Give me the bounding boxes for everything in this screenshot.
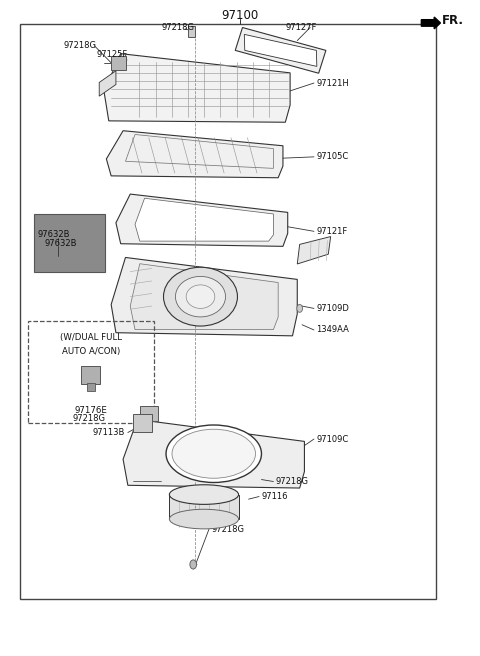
Text: 97105C: 97105C: [316, 152, 348, 161]
Bar: [81, 366, 100, 384]
Text: 97109D: 97109D: [316, 304, 349, 313]
Polygon shape: [297, 237, 331, 264]
Text: 97116: 97116: [262, 492, 288, 501]
Ellipse shape: [164, 267, 238, 326]
Text: 97113B: 97113B: [92, 428, 124, 437]
Text: (W/DUAL FULL: (W/DUAL FULL: [60, 333, 122, 342]
Text: FR.: FR.: [442, 14, 463, 28]
Polygon shape: [107, 131, 283, 178]
Text: 97100: 97100: [221, 9, 259, 22]
Bar: [111, 56, 126, 70]
Text: 97127F: 97127F: [285, 23, 317, 32]
Text: 97125F: 97125F: [97, 51, 128, 60]
Text: 1349AA: 1349AA: [316, 325, 349, 335]
Ellipse shape: [172, 429, 255, 478]
Ellipse shape: [175, 276, 226, 317]
Ellipse shape: [166, 425, 262, 482]
Ellipse shape: [169, 485, 239, 504]
Text: 97632B: 97632B: [37, 230, 70, 239]
Polygon shape: [244, 34, 317, 66]
Text: 97121H: 97121H: [316, 79, 349, 87]
Polygon shape: [421, 17, 441, 29]
Text: 97218G: 97218G: [63, 41, 96, 50]
Polygon shape: [169, 495, 239, 519]
Polygon shape: [123, 419, 304, 488]
Ellipse shape: [169, 509, 239, 529]
Text: 97176E: 97176E: [74, 406, 108, 415]
Ellipse shape: [186, 285, 215, 308]
Polygon shape: [130, 264, 278, 329]
Text: 97109C: 97109C: [316, 434, 348, 443]
Circle shape: [190, 560, 197, 569]
Text: 97218G: 97218G: [211, 525, 244, 534]
Bar: [188, 26, 195, 37]
Bar: [21, 24, 436, 599]
Bar: [132, 413, 152, 432]
Text: AUTO A/CON): AUTO A/CON): [62, 347, 120, 356]
Bar: [34, 214, 106, 272]
Polygon shape: [135, 198, 274, 241]
Bar: [28, 321, 154, 422]
Polygon shape: [111, 257, 297, 336]
Polygon shape: [116, 194, 288, 247]
Text: 97121F: 97121F: [316, 227, 348, 236]
Text: 97218G: 97218G: [276, 477, 309, 486]
Text: 97632B: 97632B: [44, 239, 77, 247]
Bar: [140, 406, 158, 420]
Polygon shape: [99, 71, 116, 96]
Text: 97218G: 97218G: [72, 414, 105, 422]
Polygon shape: [104, 54, 290, 122]
Polygon shape: [235, 28, 326, 73]
Text: 97218G: 97218G: [161, 23, 194, 32]
Circle shape: [297, 304, 302, 312]
Bar: [87, 383, 95, 391]
